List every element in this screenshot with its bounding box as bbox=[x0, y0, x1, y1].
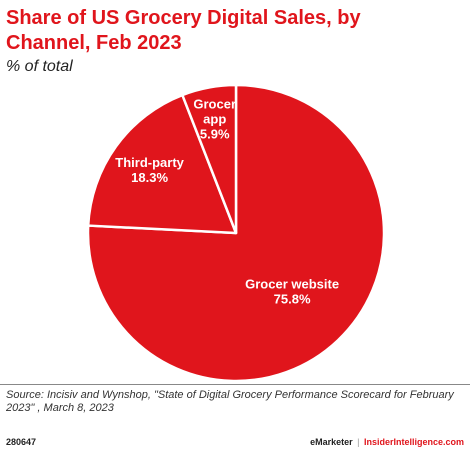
brand-site[interactable]: InsiderIntelligence.com bbox=[363, 437, 464, 447]
chart-title: Share of US Grocery Digital Sales, by Ch… bbox=[6, 7, 361, 54]
footer-brand: eMarketer | InsiderIntelligence.com bbox=[310, 437, 464, 447]
pie-label-name: Third-party bbox=[115, 155, 184, 170]
pie-slice-third-party bbox=[86, 93, 238, 235]
brand-name: eMarketer bbox=[310, 437, 353, 447]
source-note: Source: Incisiv and Wynshop, "State of D… bbox=[6, 389, 454, 414]
pie-label-value: 5.9% bbox=[200, 127, 230, 142]
footer-divider bbox=[0, 384, 470, 385]
pie-label-grocer-website: Grocer website 75.8% bbox=[245, 276, 339, 306]
pie-label-third-party: Third-party 18.3% bbox=[115, 155, 184, 185]
brand-separator: | bbox=[357, 437, 360, 447]
pie-label-name: Grocer bbox=[193, 97, 236, 112]
pie-label-value: 18.3% bbox=[131, 170, 168, 185]
pie-slice-grocer-app bbox=[181, 83, 238, 235]
pie-slices bbox=[86, 83, 386, 383]
pie-labels: Grocer website 75.8% Third-party 18.3% Groce… bbox=[115, 97, 339, 307]
pie-label-name: app bbox=[203, 112, 226, 127]
pie-label-name: Grocer website bbox=[245, 276, 339, 291]
chart-subtitle: % of total bbox=[6, 58, 73, 75]
chart-id: 280647 bbox=[6, 437, 37, 447]
pie-label-grocer-app: Grocer app 5.9% bbox=[193, 97, 236, 142]
pie-label-value: 75.8% bbox=[274, 291, 311, 306]
pie-chart: Grocer website 75.8% Third-party 18.3% Groce… bbox=[86, 83, 386, 383]
